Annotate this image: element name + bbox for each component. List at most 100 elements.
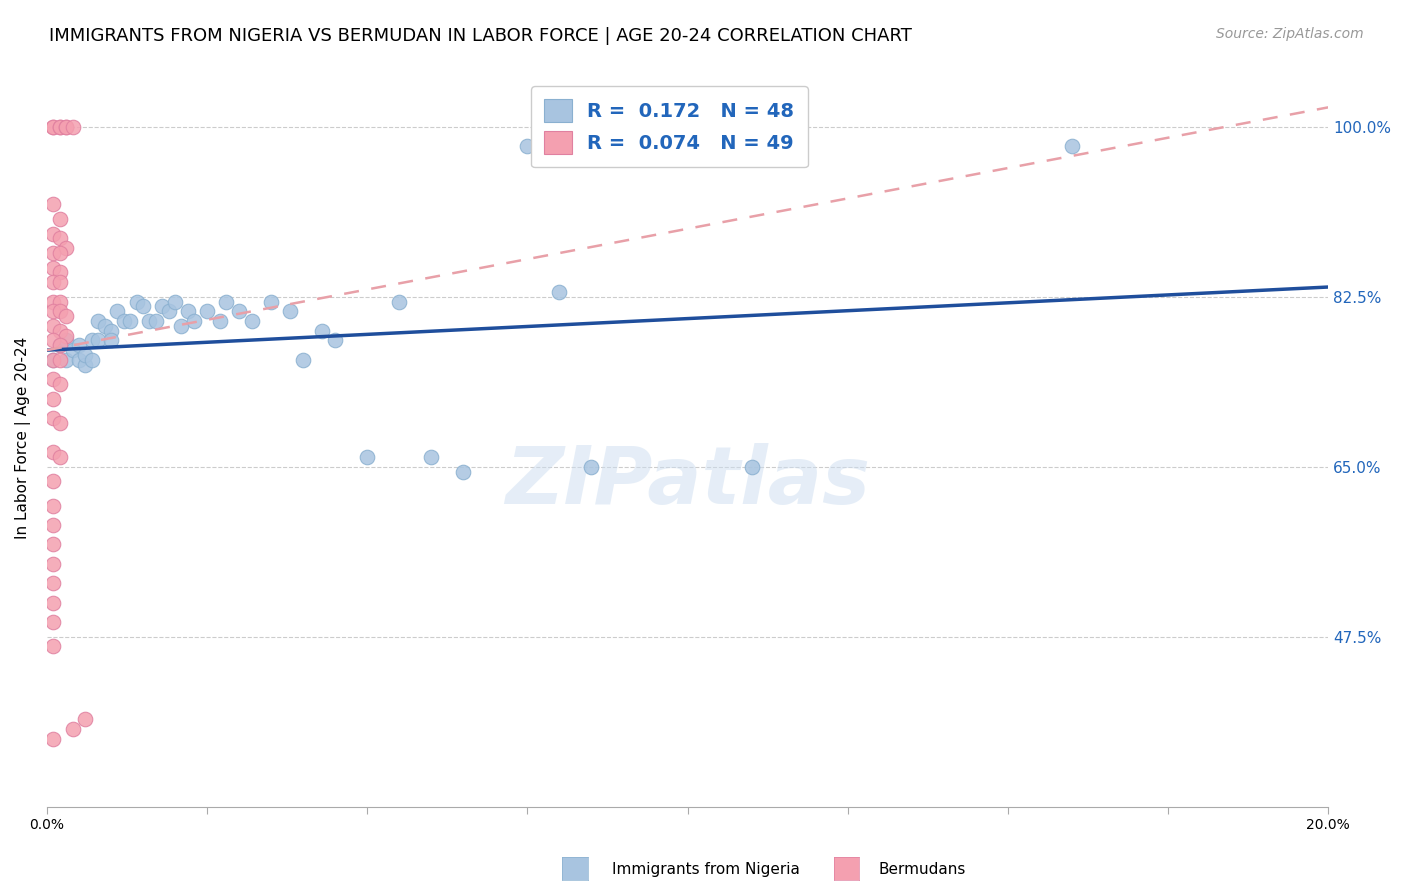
Point (260, 294, 283, 309)
Point (100, 334, 122, 348)
Point (49, 246, 72, 260)
Y-axis label: In Labor Force | Age 20-24: In Labor Force | Age 20-24 (15, 336, 31, 539)
Point (1060, 139, 1083, 153)
Point (42, 318, 65, 333)
Point (80, 352, 103, 367)
Point (42, 411, 65, 425)
Point (208, 314, 231, 328)
Point (420, 450, 443, 464)
Point (67, 352, 90, 367)
Point (75, 712, 97, 726)
Point (125, 294, 148, 309)
Point (55, 328, 77, 343)
Point (49, 416, 72, 430)
Point (49, 294, 72, 309)
Point (42, 557, 65, 571)
Point (42, 640, 65, 654)
Point (55, 334, 77, 348)
Text: Bermudans: Bermudans (879, 863, 966, 877)
Point (42, 246, 65, 260)
Point (42, 475, 65, 489)
Text: IMMIGRANTS FROM NIGERIA VS BERMUDAN IN LABOR FORCE | AGE 20-24 CORRELATION CHART: IMMIGRANTS FROM NIGERIA VS BERMUDAN IN L… (49, 27, 912, 45)
Point (49, 275, 72, 289)
Point (42, 372, 65, 386)
Point (93, 318, 115, 333)
Point (157, 304, 180, 318)
Point (42, 499, 65, 513)
Point (42, 615, 65, 629)
Point (55, 309, 77, 323)
Point (280, 304, 302, 318)
Point (42, 227, 65, 241)
Point (87, 314, 110, 328)
Point (323, 334, 346, 348)
Point (195, 304, 218, 318)
Point (42, 352, 65, 367)
Point (42, 537, 65, 551)
Text: Immigrants from Nigeria: Immigrants from Nigeria (612, 863, 800, 877)
Point (177, 304, 200, 318)
Point (55, 120, 77, 134)
Point (42, 197, 65, 211)
Text: Source: ZipAtlas.com: Source: ZipAtlas.com (1216, 27, 1364, 41)
Point (741, 459, 763, 474)
Point (62, 343, 84, 358)
Point (75, 348, 97, 362)
Point (75, 358, 97, 372)
Point (42, 334, 65, 348)
Text: ZIPatlas: ZIPatlas (505, 442, 870, 521)
Point (42, 260, 65, 275)
Point (49, 324, 72, 338)
Point (42, 596, 65, 610)
Point (42, 294, 65, 309)
Point (100, 324, 122, 338)
Point (120, 314, 142, 328)
Point (49, 352, 72, 367)
Point (42, 731, 65, 746)
Point (49, 304, 72, 318)
Point (548, 285, 571, 299)
Point (42, 518, 65, 533)
Point (49, 212, 72, 227)
Point (42, 445, 65, 459)
Point (80, 334, 103, 348)
Point (49, 338, 72, 352)
Point (150, 300, 173, 314)
Point (228, 304, 250, 318)
Point (62, 722, 84, 736)
Point (55, 120, 77, 134)
Point (49, 338, 72, 352)
Point (240, 314, 263, 328)
Point (388, 294, 411, 309)
Point (292, 352, 315, 367)
Point (170, 318, 193, 333)
Point (55, 241, 77, 255)
Point (183, 314, 205, 328)
Point (49, 450, 72, 464)
Point (165, 294, 187, 309)
Point (453, 465, 475, 479)
Point (42, 120, 65, 134)
Point (42, 120, 65, 134)
Point (311, 324, 333, 338)
Point (112, 314, 135, 328)
Point (42, 275, 65, 289)
Point (42, 352, 65, 367)
Point (132, 300, 155, 314)
Point (145, 314, 167, 328)
Legend: R =  0.172   N = 48, R =  0.074   N = 49: R = 0.172 N = 48, R = 0.074 N = 49 (530, 86, 807, 168)
Point (42, 576, 65, 591)
Point (215, 294, 238, 309)
Point (49, 120, 72, 134)
Point (55, 352, 77, 367)
Point (42, 304, 65, 318)
Point (87, 334, 110, 348)
Point (107, 304, 129, 318)
Point (62, 120, 84, 134)
Point (49, 377, 72, 392)
Point (356, 450, 378, 464)
Point (67, 338, 90, 352)
Point (516, 139, 538, 153)
Point (581, 459, 603, 474)
Point (49, 120, 72, 134)
